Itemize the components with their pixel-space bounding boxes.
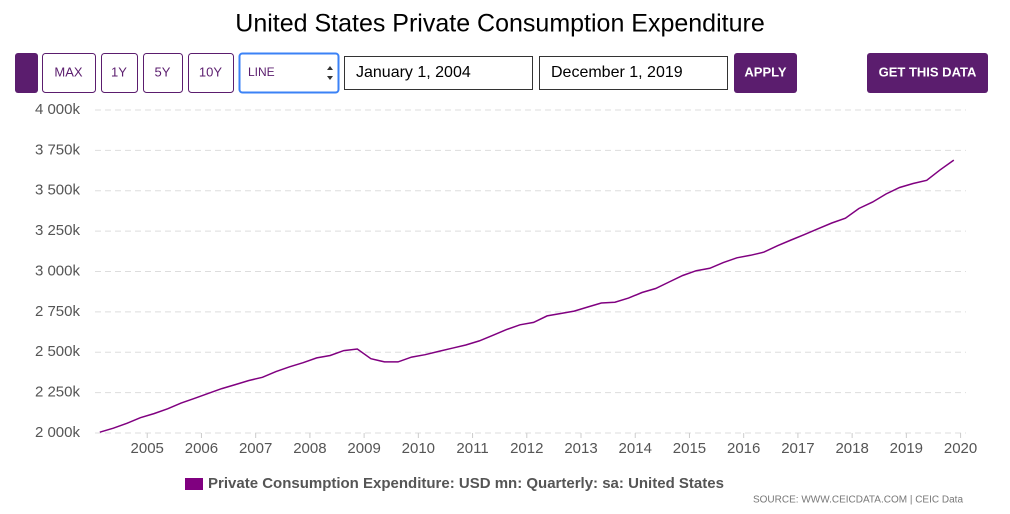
y-tick-label: 2 750k — [35, 303, 81, 320]
legend-label: Private Consumption Expenditure: USD mn:… — [208, 475, 724, 492]
start-date-input[interactable] — [344, 56, 533, 90]
range-button-label: MAX — [54, 64, 83, 79]
x-tick-label: 2010 — [402, 440, 435, 457]
x-tick-label: 2014 — [619, 440, 652, 457]
x-tick-label: 2013 — [564, 440, 597, 457]
x-tick-label: 2018 — [835, 440, 868, 457]
get-data-label: GET THIS DATA — [879, 64, 977, 79]
y-tick-label: 2 000k — [35, 424, 81, 441]
range-button-label: 5Y — [155, 64, 171, 79]
menu-button[interactable] — [15, 53, 38, 93]
legend-swatch — [185, 478, 203, 490]
chart-title: United States Private Consumption Expend… — [235, 10, 764, 38]
chart-type-select[interactable] — [238, 52, 340, 94]
range-button-label: 10Y — [199, 64, 222, 79]
y-tick-label: 4 000k — [35, 101, 81, 118]
range-button[interactable] — [188, 53, 234, 93]
x-tick-label: 2008 — [293, 440, 326, 457]
range-button-label: 1Y — [111, 64, 127, 79]
range-button[interactable] — [143, 53, 183, 93]
y-tick-label: 3 750k — [35, 141, 81, 158]
y-tick-label: 3 000k — [35, 262, 81, 279]
get-data-button[interactable] — [867, 53, 988, 93]
y-tick-label: 3 500k — [35, 182, 81, 199]
y-tick-label: 3 250k — [35, 222, 81, 239]
x-tick-label: 2009 — [347, 440, 380, 457]
apply-label: APPLY — [744, 64, 786, 79]
end-date: December 1, 2019 — [551, 64, 683, 81]
x-tick-label: 2007 — [239, 440, 272, 457]
x-tick-label: 2017 — [781, 440, 814, 457]
x-tick-label: 2016 — [727, 440, 760, 457]
select-arrows — [327, 66, 333, 80]
chart-type-label: LINE — [248, 65, 275, 79]
range-button[interactable] — [101, 53, 138, 93]
x-tick-label: 2019 — [890, 440, 923, 457]
x-tick-label: 2006 — [185, 440, 218, 457]
range-button[interactable] — [42, 53, 96, 93]
y-tick-label: 2 500k — [35, 343, 81, 360]
x-tick-label: 2020 — [944, 440, 977, 457]
end-date-input[interactable] — [539, 56, 728, 90]
start-date: January 1, 2004 — [356, 64, 471, 81]
y-tick-label: 2 250k — [35, 384, 81, 401]
line — [99, 159, 955, 433]
x-tick-label: 2012 — [510, 440, 543, 457]
x-tick-label: 2015 — [673, 440, 706, 457]
apply-button[interactable] — [734, 53, 797, 93]
x-tick-label: 2005 — [131, 440, 164, 457]
x-tick-label: 2011 — [456, 440, 488, 457]
source: SOURCE: WWW.CEICDATA.COM | CEIC Data — [753, 495, 963, 506]
